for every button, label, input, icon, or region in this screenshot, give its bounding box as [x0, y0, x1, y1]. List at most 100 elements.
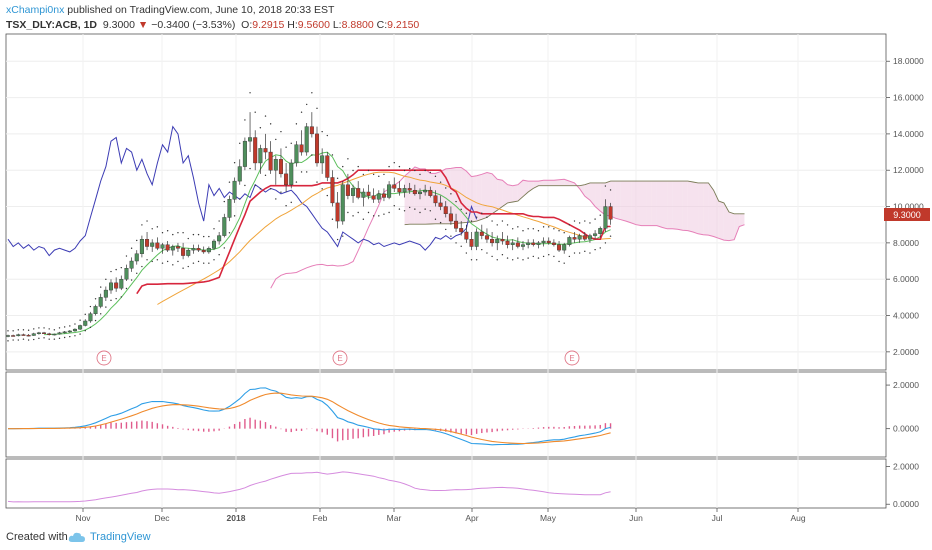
candle-body	[587, 235, 592, 240]
tradingview-link[interactable]: TradingView	[90, 531, 151, 543]
candle-body	[47, 333, 52, 335]
candle-body	[139, 239, 144, 254]
upper-envelope-dot	[475, 216, 478, 218]
candle-body	[119, 278, 124, 289]
author-link[interactable]: xChampi0nx	[6, 4, 65, 16]
lower-envelope-dot	[362, 218, 365, 220]
lower-envelope-dot	[136, 272, 138, 275]
candle-body	[335, 202, 340, 222]
upper-envelope-dot	[208, 235, 210, 238]
symbol-name[interactable]: TSX_DLY:ACB, 1D	[6, 19, 98, 31]
price-tick-label: 10.0000	[893, 202, 924, 212]
cloud-segment	[507, 184, 513, 203]
lower-envelope-dot	[100, 313, 102, 315]
upper-envelope-dot	[501, 220, 504, 222]
lower-envelope-dot	[506, 257, 509, 259]
cloud-segment	[713, 190, 719, 239]
cloud-segment	[471, 175, 477, 222]
created-with-label: Created with	[6, 531, 68, 543]
lower-envelope-dot	[208, 262, 210, 264]
lower-envelope-dot	[460, 245, 462, 247]
upper-envelope-dot	[347, 158, 349, 160]
candle-body	[21, 334, 26, 336]
upper-envelope-dot	[192, 233, 195, 236]
upper-envelope-dot	[429, 171, 431, 174]
chart-canvas[interactable]: E E E 18.0000 16.0000 14.0000 12.0000 10.0000 8…	[0, 0, 932, 525]
candle-body	[284, 173, 289, 185]
upper-envelope-dot	[342, 165, 344, 168]
upper-envelope-dot	[506, 224, 509, 226]
upper-envelope-dot	[336, 177, 339, 179]
lower-envelope-dot	[352, 215, 354, 217]
candle-body	[263, 148, 268, 153]
cloud-segment	[636, 181, 642, 226]
oscillator-line	[7, 471, 611, 503]
candle-body	[294, 144, 299, 164]
cloud-segment	[430, 173, 436, 224]
price-tick-label: 6.0000	[893, 274, 919, 284]
candle-body	[315, 133, 320, 164]
lower-envelope-dot	[558, 260, 560, 263]
upper-envelope-dot	[33, 328, 35, 330]
upper-envelope-dot	[481, 212, 483, 214]
cloud-segment	[476, 174, 482, 222]
upper-envelope-dot	[311, 92, 313, 94]
earnings-badge[interactable]: E	[332, 350, 348, 366]
candle-body	[36, 332, 41, 334]
upper-envelope-dot	[522, 230, 524, 232]
candle-body	[459, 228, 464, 233]
lower-envelope-dot	[342, 235, 344, 237]
osc-pane-border	[5, 458, 887, 509]
upper-envelope-dot	[43, 327, 45, 329]
candle-body	[278, 159, 283, 175]
lower-envelope-dot	[264, 174, 267, 177]
low-value: 8.8800	[341, 19, 374, 31]
lower-envelope-dot	[434, 218, 437, 220]
earnings-badge[interactable]: E	[564, 350, 580, 366]
candle-body	[196, 248, 201, 251]
candle-body	[515, 242, 520, 247]
cloud-segment	[486, 172, 493, 218]
upper-envelope-dot	[136, 239, 138, 242]
lower-envelope-dot	[311, 154, 313, 156]
chart-frame	[5, 33, 887, 509]
lower-envelope-dot	[58, 337, 61, 340]
candle-body	[273, 159, 278, 171]
upper-envelope-dot	[161, 231, 164, 234]
publish-line: xChampi0nx published on TradingView.com,…	[6, 4, 334, 16]
cloud-segment	[589, 182, 596, 207]
lower-envelope-dot	[110, 299, 112, 302]
upper-envelope-dot	[259, 127, 262, 129]
earnings-badge[interactable]: E	[96, 350, 112, 366]
lower-envelope-dot	[22, 338, 25, 340]
close-value: 9.2150	[387, 19, 420, 31]
upper-envelope-dot	[527, 228, 529, 230]
cloud-segment	[646, 181, 652, 226]
open-value: 9.2915	[252, 19, 285, 31]
candle-body	[433, 195, 438, 204]
candle-body	[114, 282, 119, 289]
lower-envelope-dot	[7, 340, 9, 342]
lower-envelope-dot	[275, 198, 277, 200]
upper-envelope-dot	[22, 329, 25, 331]
lower-envelope-dot	[553, 255, 555, 258]
upper-envelope-dot	[398, 165, 401, 168]
lower-envelope-dot	[578, 252, 581, 254]
lower-envelope-dot	[388, 211, 390, 214]
envelope-dots	[7, 92, 612, 342]
lower-envelope-dot	[424, 208, 426, 210]
cloud-segment	[692, 182, 699, 234]
cloud-segment	[631, 181, 637, 225]
lower-envelope-dot	[429, 210, 431, 212]
cloud-segment	[579, 184, 585, 197]
cloud-segment	[626, 181, 632, 223]
upper-envelope-dot	[17, 329, 19, 331]
lower-envelope-dot	[326, 194, 328, 197]
candle-body	[402, 188, 407, 193]
lower-envelope-dot	[94, 319, 97, 322]
candle-body	[253, 137, 258, 164]
current-price-tag: 9.3000	[884, 208, 930, 221]
upper-envelope-dot	[239, 142, 241, 144]
lower-envelope-dot	[347, 211, 349, 214]
upper-envelope-dot	[609, 189, 612, 191]
